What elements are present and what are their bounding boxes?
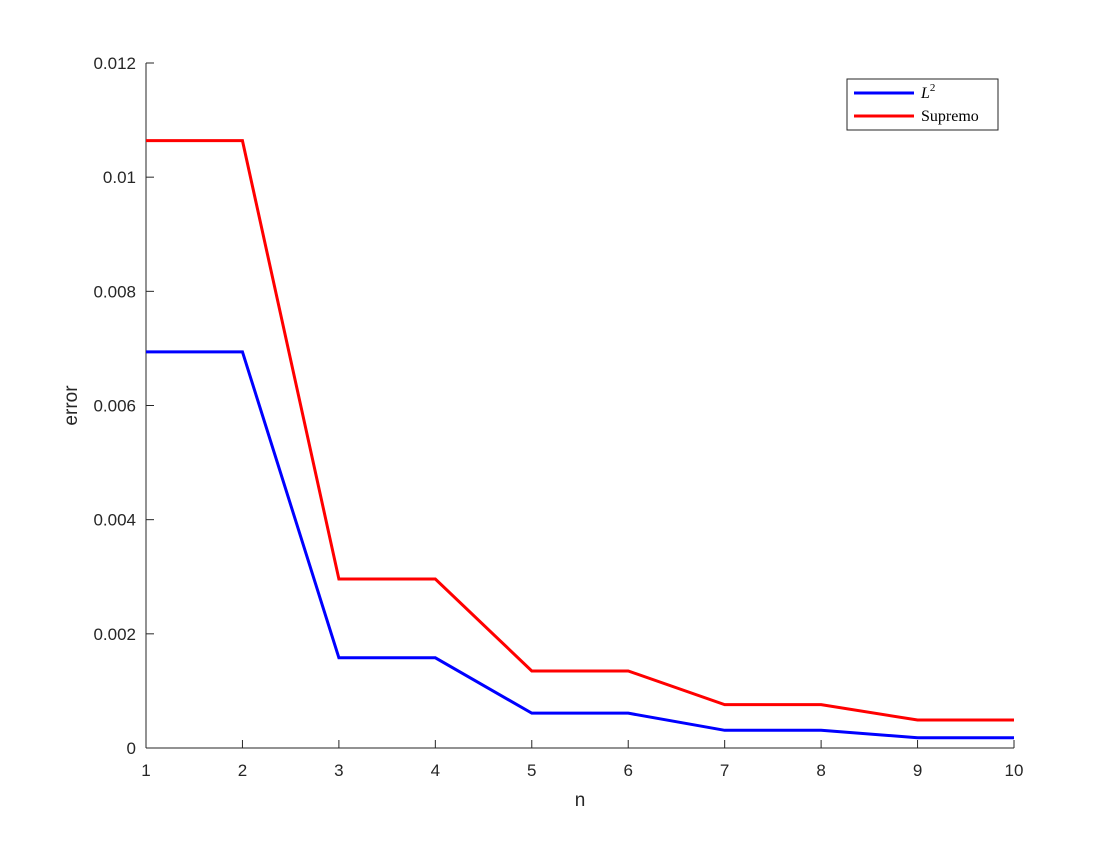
x-axis-label: n: [575, 790, 586, 811]
x-tick-label: 5: [527, 761, 536, 780]
y-tick-label: 0.01: [103, 168, 136, 187]
x-tick-label: 9: [913, 761, 922, 780]
y-axis-ticks: 0 0.002 0.004 0.006 0.008 0.01 0.012: [93, 54, 154, 758]
y-tick-label: 0.008: [93, 282, 136, 301]
x-tick-label: 4: [431, 761, 440, 780]
x-tick-label: 6: [623, 761, 632, 780]
y-tick-label: 0: [127, 739, 136, 758]
x-tick-label: 7: [720, 761, 729, 780]
x-tick-label: 8: [816, 761, 825, 780]
legend-label-base: L: [920, 85, 930, 102]
series-layer: [146, 139, 1014, 740]
x-tick-label: 10: [1005, 761, 1024, 780]
legend: L2 Supremo: [846, 78, 999, 131]
legend-label: L2: [920, 82, 935, 102]
y-tick-label: 0.002: [93, 625, 136, 644]
x-axis-ticks: 1 2 3 4 5 6 7 8 9 10: [141, 740, 1023, 780]
x-tick-label: 3: [334, 761, 343, 780]
legend-label-superscript: 2: [930, 82, 936, 94]
series-line-supremo: [146, 139, 1014, 722]
y-tick-label: 0.004: [93, 511, 136, 530]
plot-area: [146, 63, 1014, 748]
legend-box: [846, 78, 999, 131]
axes-box: [145, 63, 1014, 749]
y-tick-label: 0.012: [93, 54, 136, 73]
x-tick-label: 2: [238, 761, 247, 780]
y-tick-label: 0.006: [93, 397, 136, 416]
x-tick-label: 1: [141, 761, 150, 780]
y-axis-label: error: [61, 385, 82, 426]
series-line-l2: [146, 350, 1014, 740]
legend-label: Supremo: [921, 108, 979, 125]
